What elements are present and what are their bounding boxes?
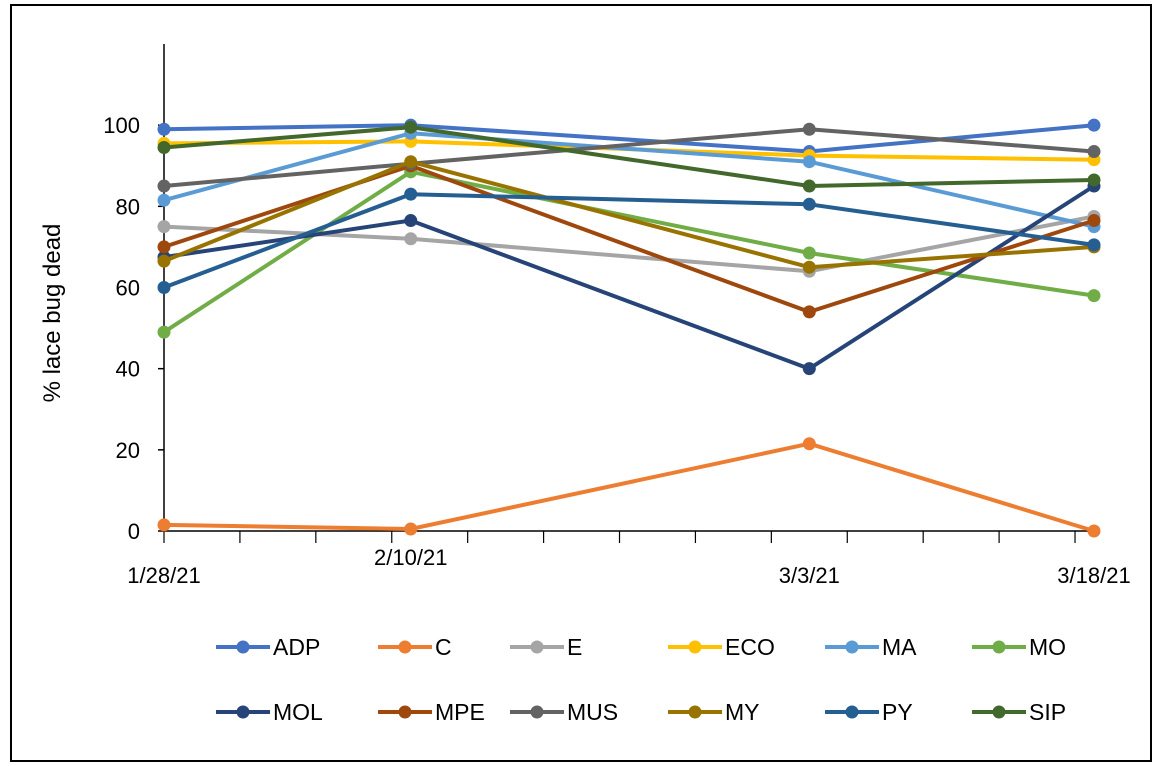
legend-label: SIP [1029,699,1066,725]
y-tick-label: 40 [116,357,140,382]
y-tick-label: 80 [116,194,140,219]
series-line [163,214,1095,274]
legend-item-adp: ADP [216,634,320,660]
data-point [802,305,816,319]
legend-label: C [435,634,452,660]
legend-marker [530,640,544,654]
legend-marker [236,640,250,654]
data-point [802,437,816,451]
legend-item-eco: ECO [668,634,775,660]
legend-marker [992,705,1006,719]
legend-item-my: MY [668,699,760,725]
data-point [157,254,171,268]
series-line [163,184,1096,371]
legend-marker [398,705,412,719]
legend-label: ADP [273,634,320,660]
legend-item-py: PY [825,699,913,725]
data-point [157,220,171,234]
legend-marker [992,640,1006,654]
series-line [163,159,1095,270]
legend-item-mo: MO [972,634,1066,660]
data-point [1087,173,1101,187]
legend-label: MO [1029,634,1066,660]
legend-item-mus: MUS [510,699,618,725]
data-point [157,240,171,254]
data-point [802,179,816,193]
series-line [163,125,1095,188]
series-line [163,163,1095,314]
legend-marker [236,705,250,719]
y-tick-label: 100 [103,113,140,138]
data-point [1087,145,1101,159]
data-point [404,120,418,134]
data-point [157,179,171,193]
series-mo [157,165,1101,339]
series-line [163,127,1095,188]
legend-marker [688,640,702,654]
legend-item-c: C [378,634,452,660]
data-point [404,155,418,169]
data-point [1087,524,1101,538]
chart-frame: 0 20 40 60 80 100 1/28/21 2/10/21 3/3/21 3/18/21 … [10,4,1152,762]
data-point [157,518,171,532]
data-point [157,193,171,207]
data-point [1087,238,1101,252]
data-point [157,140,171,154]
x-tick-label: 1/28/21 [127,563,200,588]
legend-marker [845,640,859,654]
series-c [157,437,1101,538]
data-point [157,325,171,339]
legend-label: PY [882,699,913,725]
legend-marker [530,705,544,719]
x-tick-label: 2/10/21 [374,545,447,570]
y-tick-label: 0 [128,519,140,544]
data-point [157,281,171,294]
data-point [404,232,418,246]
legend-item-mol: MOL [216,699,323,725]
legend-label: ECO [725,634,775,660]
axes: 0 20 40 60 80 100 1/28/21 2/10/21 3/3/21 3/18/21 [103,44,1131,588]
series-line [163,441,1095,533]
legend-label: MUS [567,699,618,725]
data-point [802,260,816,274]
data-point [404,214,418,228]
legend-item-ma: MA [825,634,917,660]
y-tick-label: 20 [116,438,140,463]
legend-item-mpe: MPE [378,699,485,725]
legend-label: MOL [273,699,323,725]
x-tick-label: 3/18/21 [1057,563,1130,588]
series-sip [157,120,1101,193]
legend-item-e: E [510,634,582,660]
data-point [802,122,816,136]
series-py [157,187,1101,294]
series-line [163,131,1095,229]
legend-marker [398,640,412,654]
legend-label: E [567,634,582,660]
data-point [1087,118,1101,132]
data-point [1087,289,1101,303]
legend-label: MY [725,699,760,725]
data-point [802,362,816,376]
legend-marker [688,705,702,719]
legend-item-sip: SIP [972,699,1066,725]
series-line [163,192,1095,290]
y-axis-title: % lace bug dead [39,224,66,403]
y-tick-label: 60 [116,276,140,301]
x-tick-label: 3/3/21 [779,563,840,588]
legend-label: MA [882,634,917,660]
series-layer [157,118,1101,538]
legend: ADP C E ECO MA MO MOL MPE MUS MY PY SIP [216,634,1066,725]
data-point [404,522,418,536]
data-point [404,187,418,201]
data-point [1087,214,1101,228]
data-point [802,246,816,260]
data-point [157,122,171,136]
data-point [802,197,816,211]
legend-label: MPE [435,699,485,725]
data-point [802,155,816,169]
legend-marker [845,705,859,719]
